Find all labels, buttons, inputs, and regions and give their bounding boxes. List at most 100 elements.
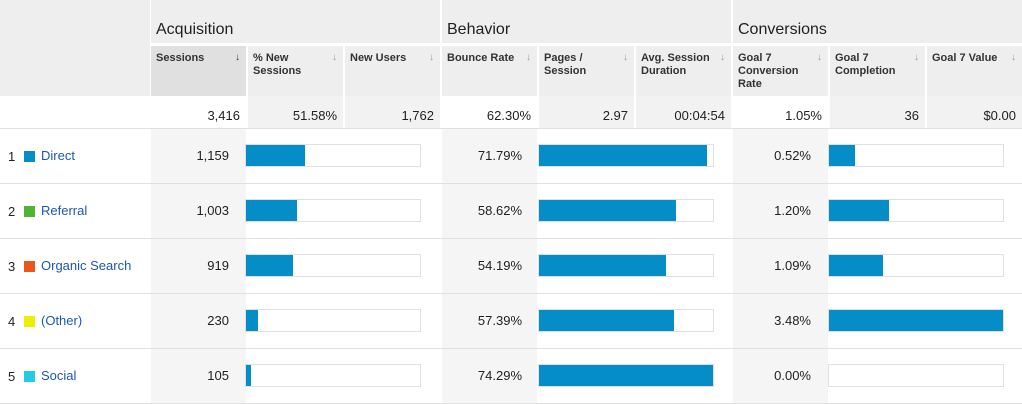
sessions-value: 230 (207, 313, 229, 328)
total-new-users: 1,762 (345, 96, 440, 128)
cell-shade-sessions (151, 349, 246, 403)
col-header-pct-new-sessions[interactable]: % New Sessions ↓ (248, 46, 343, 96)
col-label-new-users: New Users (350, 52, 407, 64)
goal7-conversion-bar-fill (829, 200, 889, 221)
goal7-conversion-rate-value: 0.52% (774, 148, 811, 163)
sessions-share-bar-fill (246, 145, 305, 166)
bounce-rate-bar (538, 199, 714, 222)
col-header-new-users[interactable]: New Users ↓ (345, 46, 440, 96)
goal7-conversion-bar (828, 144, 1004, 167)
channel-link[interactable]: Referral (41, 203, 88, 218)
goal7-conversion-bar (828, 254, 1004, 277)
total-pages-session: 2.97 (539, 96, 634, 128)
bounce-rate-value: 58.62% (477, 203, 522, 218)
sort-desc-icon: ↓ (235, 52, 240, 63)
col-label-goal7-completion: Goal 7 Completion (835, 52, 896, 77)
total-bounce-rate: 62.30% (486, 108, 531, 123)
col-header-sessions[interactable]: Sessions ↓ (151, 46, 246, 96)
channel-color-swatch (24, 371, 35, 382)
cell-shade-sessions (151, 239, 246, 293)
sort-icon: ↓ (429, 52, 434, 63)
header-left-blank (0, 0, 150, 96)
goal7-conversion-bar (828, 199, 1004, 222)
cell-shade-sessions (151, 129, 246, 183)
bounce-rate-bar (538, 254, 714, 277)
table-row (0, 129, 1022, 184)
goal7-conversion-bar-fill (829, 145, 855, 166)
col-header-pages-session[interactable]: Pages / Session ↓ (539, 46, 634, 96)
goal7-conversion-rate-value: 1.09% (774, 258, 811, 273)
table-row (0, 184, 1022, 239)
total-goal7-completion: 36 (830, 96, 925, 128)
total-avg-session-duration: 00:04:54 (636, 96, 731, 128)
bounce-rate-bar (538, 309, 714, 332)
col-label-avg-session-duration: Avg. Session Duration (641, 52, 710, 77)
col-label-bounce-rate: Bounce Rate (447, 52, 515, 64)
total-pct-new-sessions: 51.58% (248, 96, 343, 128)
col-header-goal7-completion[interactable]: Goal 7 Completion ↓ (830, 46, 925, 96)
bounce-rate-value: 54.19% (477, 258, 522, 273)
channel-link[interactable]: Social (41, 368, 77, 383)
bounce-rate-bar-fill (539, 255, 666, 276)
goal7-conversion-bar-fill (829, 310, 1003, 331)
sort-icon: ↓ (720, 52, 725, 63)
channel-color-swatch (24, 206, 35, 217)
col-header-bounce-rate[interactable]: Bounce Rate ↓ (442, 46, 537, 96)
sessions-value: 1,003 (196, 203, 229, 218)
channel-color-swatch (24, 316, 35, 327)
channel-color-swatch (24, 261, 35, 272)
col-header-avg-session-duration[interactable]: Avg. Session Duration ↓ (636, 46, 731, 96)
totals-divider (0, 128, 1022, 129)
bounce-rate-bar-fill (539, 145, 707, 166)
col-label-goal7-value: Goal 7 Value (932, 52, 998, 64)
channel-link[interactable]: Organic Search (41, 258, 132, 273)
cell-shade-conv (733, 239, 828, 293)
bounce-rate-bar-fill (539, 365, 713, 386)
cell-shade-sessions (151, 184, 246, 238)
row-number: 5 (8, 369, 16, 384)
sessions-share-bar-fill (246, 310, 258, 331)
cell-shade-bounce (442, 129, 537, 183)
row-number: 3 (8, 259, 16, 274)
total-goal7-value: $0.00 (927, 96, 1022, 128)
sessions-share-bar (245, 199, 421, 222)
bounce-rate-value: 57.39% (477, 313, 522, 328)
col-label-pages-session: Pages / Session (544, 52, 587, 77)
row-number: 1 (8, 149, 16, 164)
cell-shade-bounce (442, 184, 537, 238)
total-goal7-conversion-rate: 1.05% (785, 108, 822, 123)
cell-shade-sessions (151, 294, 246, 348)
cell-shade-conv (733, 184, 828, 238)
cell-shade-bounce (442, 239, 537, 293)
total-sessions: 3,416 (207, 108, 240, 123)
group-conversions: Conversions (733, 0, 1022, 43)
goal7-conversion-bar-fill (829, 255, 883, 276)
goal7-conversion-rate-value: 3.48% (774, 313, 811, 328)
bounce-rate-bar (538, 364, 714, 387)
cell-shade-bounce (442, 349, 537, 403)
sessions-share-bar (245, 254, 421, 277)
cell-shade-conv (733, 349, 828, 403)
row-number: 4 (8, 314, 16, 329)
sort-icon: ↓ (332, 52, 337, 63)
bounce-rate-value: 74.29% (477, 368, 522, 383)
channel-link[interactable]: Direct (41, 148, 75, 163)
col-header-goal7-value[interactable]: Goal 7 Value ↓ (927, 46, 1022, 96)
group-acquisition: Acquisition (151, 0, 440, 43)
sort-icon: ↓ (526, 52, 531, 63)
goal7-conversion-bar (828, 364, 1004, 387)
sort-icon: ↓ (817, 52, 822, 63)
goal7-conversion-rate-value: 0.00% (774, 368, 811, 383)
row-number: 2 (8, 204, 16, 219)
channel-link[interactable]: (Other) (41, 313, 83, 328)
col-label-pct-new-sessions: % New Sessions (253, 52, 302, 77)
sessions-share-bar-fill (246, 255, 293, 276)
col-header-goal7-conversion-rate[interactable]: Goal 7 Conversion Rate ↓ (733, 46, 828, 96)
sessions-value: 105 (207, 368, 229, 383)
cell-shade-conv (733, 294, 828, 348)
sort-icon: ↓ (914, 52, 919, 63)
bounce-rate-bar-fill (539, 200, 676, 221)
sessions-share-bar (245, 309, 421, 332)
sort-icon: ↓ (1011, 52, 1016, 63)
col-label-sessions: Sessions (156, 52, 205, 64)
